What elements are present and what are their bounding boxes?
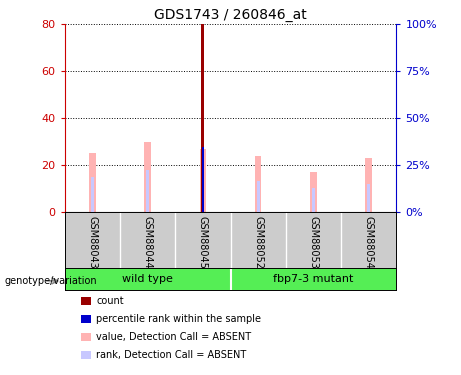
Text: GSM88053: GSM88053 (308, 216, 319, 269)
Text: count: count (96, 296, 124, 306)
Text: GSM88054: GSM88054 (364, 216, 374, 269)
Text: wild type: wild type (122, 274, 173, 284)
Text: genotype/variation: genotype/variation (5, 276, 97, 286)
Bar (89, 153, 95, 212)
Bar (366, 158, 372, 212)
Bar (310, 172, 317, 212)
Text: GSM88045: GSM88045 (198, 216, 208, 269)
Bar (367, 184, 371, 212)
Bar (200, 148, 206, 212)
Bar (144, 142, 151, 212)
Text: GSM88044: GSM88044 (142, 216, 153, 269)
Text: percentile rank within the sample: percentile rank within the sample (96, 314, 261, 324)
Text: value, Detection Call = ABSENT: value, Detection Call = ABSENT (96, 332, 251, 342)
Bar (201, 24, 204, 212)
Bar (146, 170, 149, 212)
Bar (90, 177, 94, 212)
Bar (202, 147, 204, 212)
Text: rank, Detection Call = ABSENT: rank, Detection Call = ABSENT (96, 350, 247, 360)
Text: fbp7-3 mutant: fbp7-3 mutant (273, 274, 354, 284)
Text: GSM88052: GSM88052 (253, 216, 263, 269)
Bar (312, 188, 315, 212)
Text: GSM88043: GSM88043 (87, 216, 97, 269)
Title: GDS1743 / 260846_at: GDS1743 / 260846_at (154, 8, 307, 22)
Bar (256, 182, 260, 212)
Bar (255, 156, 261, 212)
Bar (201, 147, 205, 212)
